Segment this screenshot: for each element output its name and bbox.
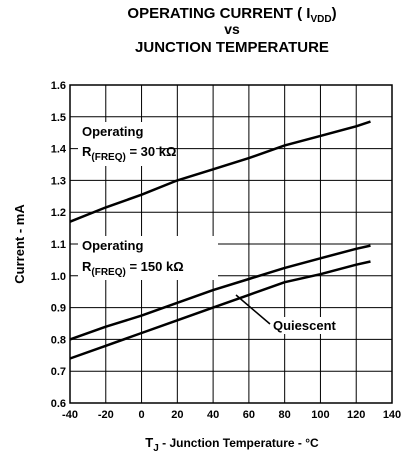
annotation-line: Operating [82,238,143,253]
data-line [69,244,371,341]
x-label-end: - Junction Temperature - °C [159,436,319,450]
annotation-150k: Operating R(FREQ) = 150 kΩ [78,236,218,280]
annotation-line: R(FREQ) = 30 kΩ [82,144,176,163]
annotation-text: Quiescent [273,318,337,333]
annotation-line: R(FREQ) = 150 kΩ [82,259,184,278]
y-tick-label: 1.1 [51,239,66,251]
x-tick-label: 100 [311,409,329,421]
data-line [69,120,371,223]
annotation-rest: = 30 kΩ [126,144,177,159]
chart-title-line2: vs [224,21,240,37]
x-tick-label: 140 [383,409,401,421]
annotation-r: R [82,144,92,159]
annotation-rest: = 150 kΩ [126,259,184,274]
x-tick-label: 60 [243,409,255,421]
y-axis-label: Current - mA [12,204,27,284]
title-sub: VDD [310,14,331,25]
annotation-quiescent: Quiescent [235,294,344,334]
y-tick-label: 0.7 [51,366,66,378]
annotation-line: Operating [82,124,143,139]
x-tick-label: -20 [98,409,114,421]
y-tick-label: 0.9 [51,303,66,315]
chart-title: OPERATING CURRENT ( IVDD) [127,5,336,25]
y-tick-label: 0.8 [51,334,66,346]
y-tick-label: 1.0 [51,271,66,283]
annotation-sub: (FREQ) [91,267,125,278]
y-tick-label: 1.5 [51,112,66,124]
title-end: ) [332,5,337,22]
x-label-sub: J [153,443,159,454]
y-tick-label: 0.6 [51,398,66,410]
y-tick-label: 1.6 [51,80,66,92]
y-tick-label: 1.4 [51,144,67,156]
annotation-arrow [235,294,271,325]
data-line [69,260,371,360]
title-main: OPERATING CURRENT ( I [127,5,310,22]
annotation-30k: Operating R(FREQ) = 30 kΩ [78,122,176,166]
annotation-bg [78,122,156,166]
x-label-main: T [145,435,153,450]
annotation-bg [78,236,218,280]
x-tick-label: 120 [347,409,365,421]
x-tick-label: -40 [62,409,78,421]
annotation-r: R [82,259,92,274]
y-tick-label: 1.3 [51,175,66,187]
x-axis-label: TJ - Junction Temperature - °C [145,435,319,454]
x-tick-label: 40 [207,409,219,421]
chart-title-line3: JUNCTION TEMPERATURE [135,39,329,56]
x-tick-label: 80 [279,409,291,421]
annotation-sub: (FREQ) [91,152,125,163]
y-tick-label: 1.2 [51,207,66,219]
x-tick-label: 20 [171,409,183,421]
annotation-bg [270,317,344,334]
x-tick-label: 0 [138,409,144,421]
